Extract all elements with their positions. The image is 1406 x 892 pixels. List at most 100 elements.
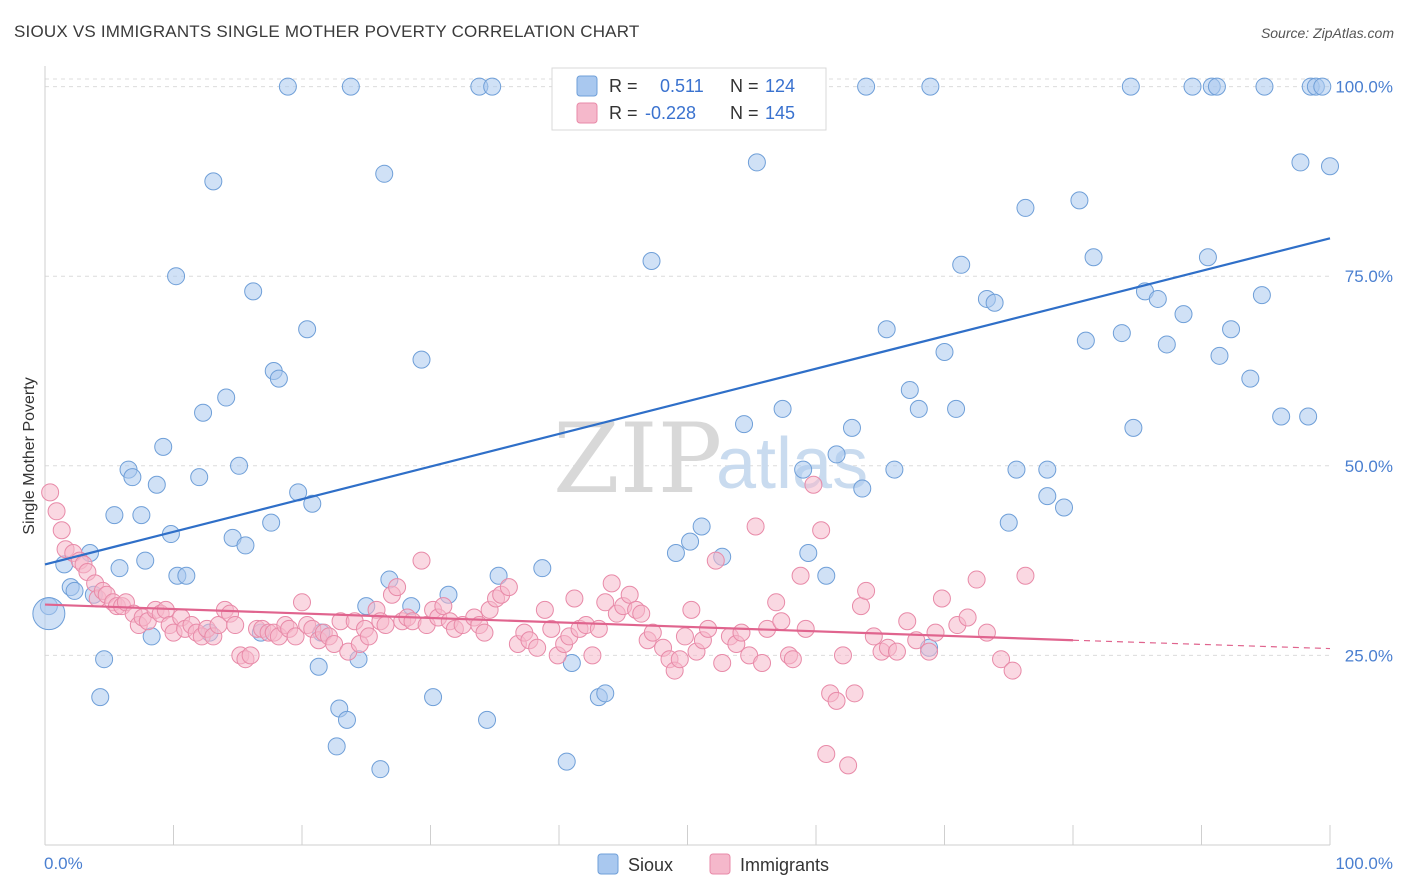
immigrant-point (388, 578, 407, 597)
immigrant-point (359, 627, 378, 646)
immigrants-trendline-extension (1072, 639, 1331, 650)
immigrant-point (293, 593, 311, 612)
trendlines (44, 237, 1331, 650)
sioux-point (735, 415, 754, 434)
sioux-point (1255, 77, 1274, 96)
immigrant-point (898, 612, 917, 631)
immigrant-point (434, 597, 453, 616)
legend-bottom-immigrants-label: Immigrants (740, 855, 829, 875)
immigrant-point (412, 551, 431, 570)
sioux-point (952, 255, 971, 274)
sioux-point (154, 437, 173, 456)
sioux-point (1313, 77, 1332, 96)
sioux-point (1055, 498, 1074, 517)
sioux-point (1299, 407, 1318, 426)
immigrant-point (596, 593, 615, 612)
immigrant-point (713, 653, 732, 672)
immigrant-point (796, 619, 815, 638)
watermark: ZIP atlas (553, 403, 868, 515)
sioux-point (799, 544, 818, 563)
sioux-point (1076, 331, 1095, 350)
immigrant-point (706, 551, 725, 570)
immigrant-point (887, 642, 906, 661)
immigrant-point (535, 600, 554, 619)
immigrant-point (1003, 661, 1022, 680)
immigrant-point (926, 623, 945, 642)
legend-bottom-sioux-label: Sioux (628, 855, 673, 875)
immigrant-point (542, 619, 561, 638)
immigrant-point (833, 646, 852, 665)
y-axis-label: Single Mother Poverty (21, 377, 38, 534)
sioux-point (147, 475, 166, 494)
immigrant-point (52, 521, 71, 540)
sioux-point (842, 418, 861, 437)
sioux-point (136, 551, 155, 570)
immigrant-point (670, 650, 689, 669)
sioux-point (909, 399, 928, 418)
gridlines (45, 78, 1330, 656)
immigrant-point (817, 744, 836, 763)
immigrant-point (325, 635, 344, 654)
sioux-point (947, 399, 966, 418)
immigrant-point (958, 608, 977, 627)
sioux-point (747, 153, 766, 172)
axes (44, 66, 1331, 846)
sioux-point (817, 566, 836, 585)
immigrant-point (967, 570, 986, 589)
immigrant-point (241, 646, 260, 665)
sioux-point (278, 77, 297, 96)
sioux-point (65, 581, 84, 600)
sioux-point (244, 282, 263, 301)
y-tick-label: 100.0% (1335, 78, 1393, 97)
immigrant-point (286, 627, 305, 646)
y-tick-label: 75.0% (1345, 267, 1393, 286)
sioux-point (91, 688, 110, 707)
sioux-point (1038, 487, 1057, 506)
sioux-point (596, 684, 615, 703)
legend-immigrants-r-label: R = (609, 103, 638, 123)
sioux-point (1210, 346, 1229, 365)
legend-immigrants-swatch (576, 102, 598, 124)
sioux-point (1252, 286, 1271, 305)
sioux-point (341, 77, 360, 96)
sioux-point (853, 479, 872, 498)
immigrant-point (932, 589, 951, 608)
immigrant-point (499, 578, 518, 597)
sioux-point (999, 513, 1018, 532)
immigrant-point (565, 589, 584, 608)
sioux-point (478, 710, 497, 729)
sioux-trendline (44, 237, 1331, 566)
sioux-point (921, 77, 940, 96)
immigrant-point (992, 650, 1011, 669)
sioux-point (1084, 248, 1103, 267)
sioux-point (371, 760, 390, 779)
sioux-point (1148, 289, 1167, 308)
sioux-point (827, 445, 846, 464)
sioux-point (1070, 191, 1089, 210)
immigrant-point (753, 653, 772, 672)
legend-sioux-r-label: R = (609, 76, 638, 96)
sioux-point (298, 320, 317, 339)
immigrant-point (804, 475, 823, 494)
sioux-point (217, 388, 236, 407)
sioux-point (1112, 324, 1131, 343)
immigrant-point (839, 756, 858, 775)
sioux-point (1198, 248, 1217, 267)
sioux-point (190, 468, 209, 487)
sioux-point (236, 536, 255, 555)
sioux-point (900, 380, 919, 399)
legend-immigrants-n-value: 145 (765, 103, 795, 123)
sioux-point (32, 597, 66, 631)
immigrant-point (376, 616, 395, 635)
sioux-point (95, 650, 114, 669)
legend-bottom-immigrants-swatch (709, 853, 731, 875)
legend-bottom-sioux-swatch (597, 853, 619, 875)
immigrant-point (812, 521, 831, 540)
immigrant-point (643, 623, 662, 642)
sioux-point (110, 559, 129, 578)
sioux-point (132, 506, 151, 525)
sioux-point (412, 350, 431, 369)
sioux-point (1207, 77, 1226, 96)
legend-bottom: Sioux Immigrants (597, 853, 829, 875)
sioux-point (1007, 460, 1026, 479)
